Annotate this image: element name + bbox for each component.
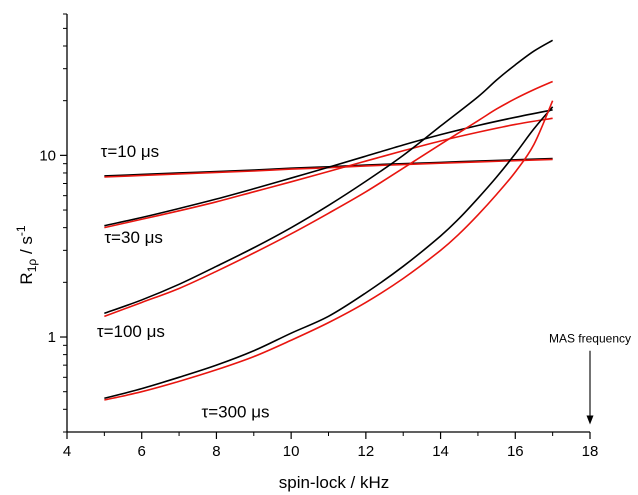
y-axis-label-sup: -1 [14, 225, 28, 236]
mas-arrow-head [586, 415, 594, 425]
x-tick-label: 14 [432, 443, 449, 460]
tau-annotation: τ=300 μs [201, 403, 269, 422]
x-tick-label: 12 [358, 443, 375, 460]
x-tick-label: 18 [582, 443, 599, 460]
y-axis-label-main: R [17, 272, 36, 284]
series-line-red [104, 80, 553, 318]
y-tick-label: 10 [39, 147, 56, 164]
x-tick-label: 8 [212, 443, 220, 460]
tau-annotation: τ=10 μs [101, 142, 160, 161]
y-axis-label-unit: / s [17, 236, 36, 259]
y-tick-label: 1 [48, 329, 56, 346]
x-tick-label: 4 [63, 443, 71, 460]
x-tick-label: 6 [138, 443, 146, 460]
annotation-group: τ=10 μs τ=30 μs τ=100 μs τ=300 μs MAS freque… [97, 142, 631, 425]
series-line-red [104, 117, 553, 229]
tick-group: 4 6 8 10 12 14 16 18 1 10 [39, 13, 599, 460]
tau-annotation: τ=30 μs [104, 228, 163, 247]
series-line-black [104, 109, 553, 227]
y-axis-label: R1ρ / s-1 [14, 225, 39, 284]
tau-annotation: τ=100 μs [97, 322, 165, 341]
series-line-black [104, 39, 554, 315]
x-axis-label: spin-lock / kHz [279, 473, 390, 492]
mas-frequency-label: MAS frequency [549, 332, 631, 346]
x-tick-label: 16 [507, 443, 524, 460]
series-line-red [104, 100, 554, 401]
series-line-black [104, 106, 554, 400]
series-group [104, 39, 554, 401]
series-line-red [104, 158, 553, 178]
axes [66, 14, 590, 433]
x-tick-label: 10 [283, 443, 300, 460]
y-axis-label-sub: 1ρ [25, 259, 39, 273]
